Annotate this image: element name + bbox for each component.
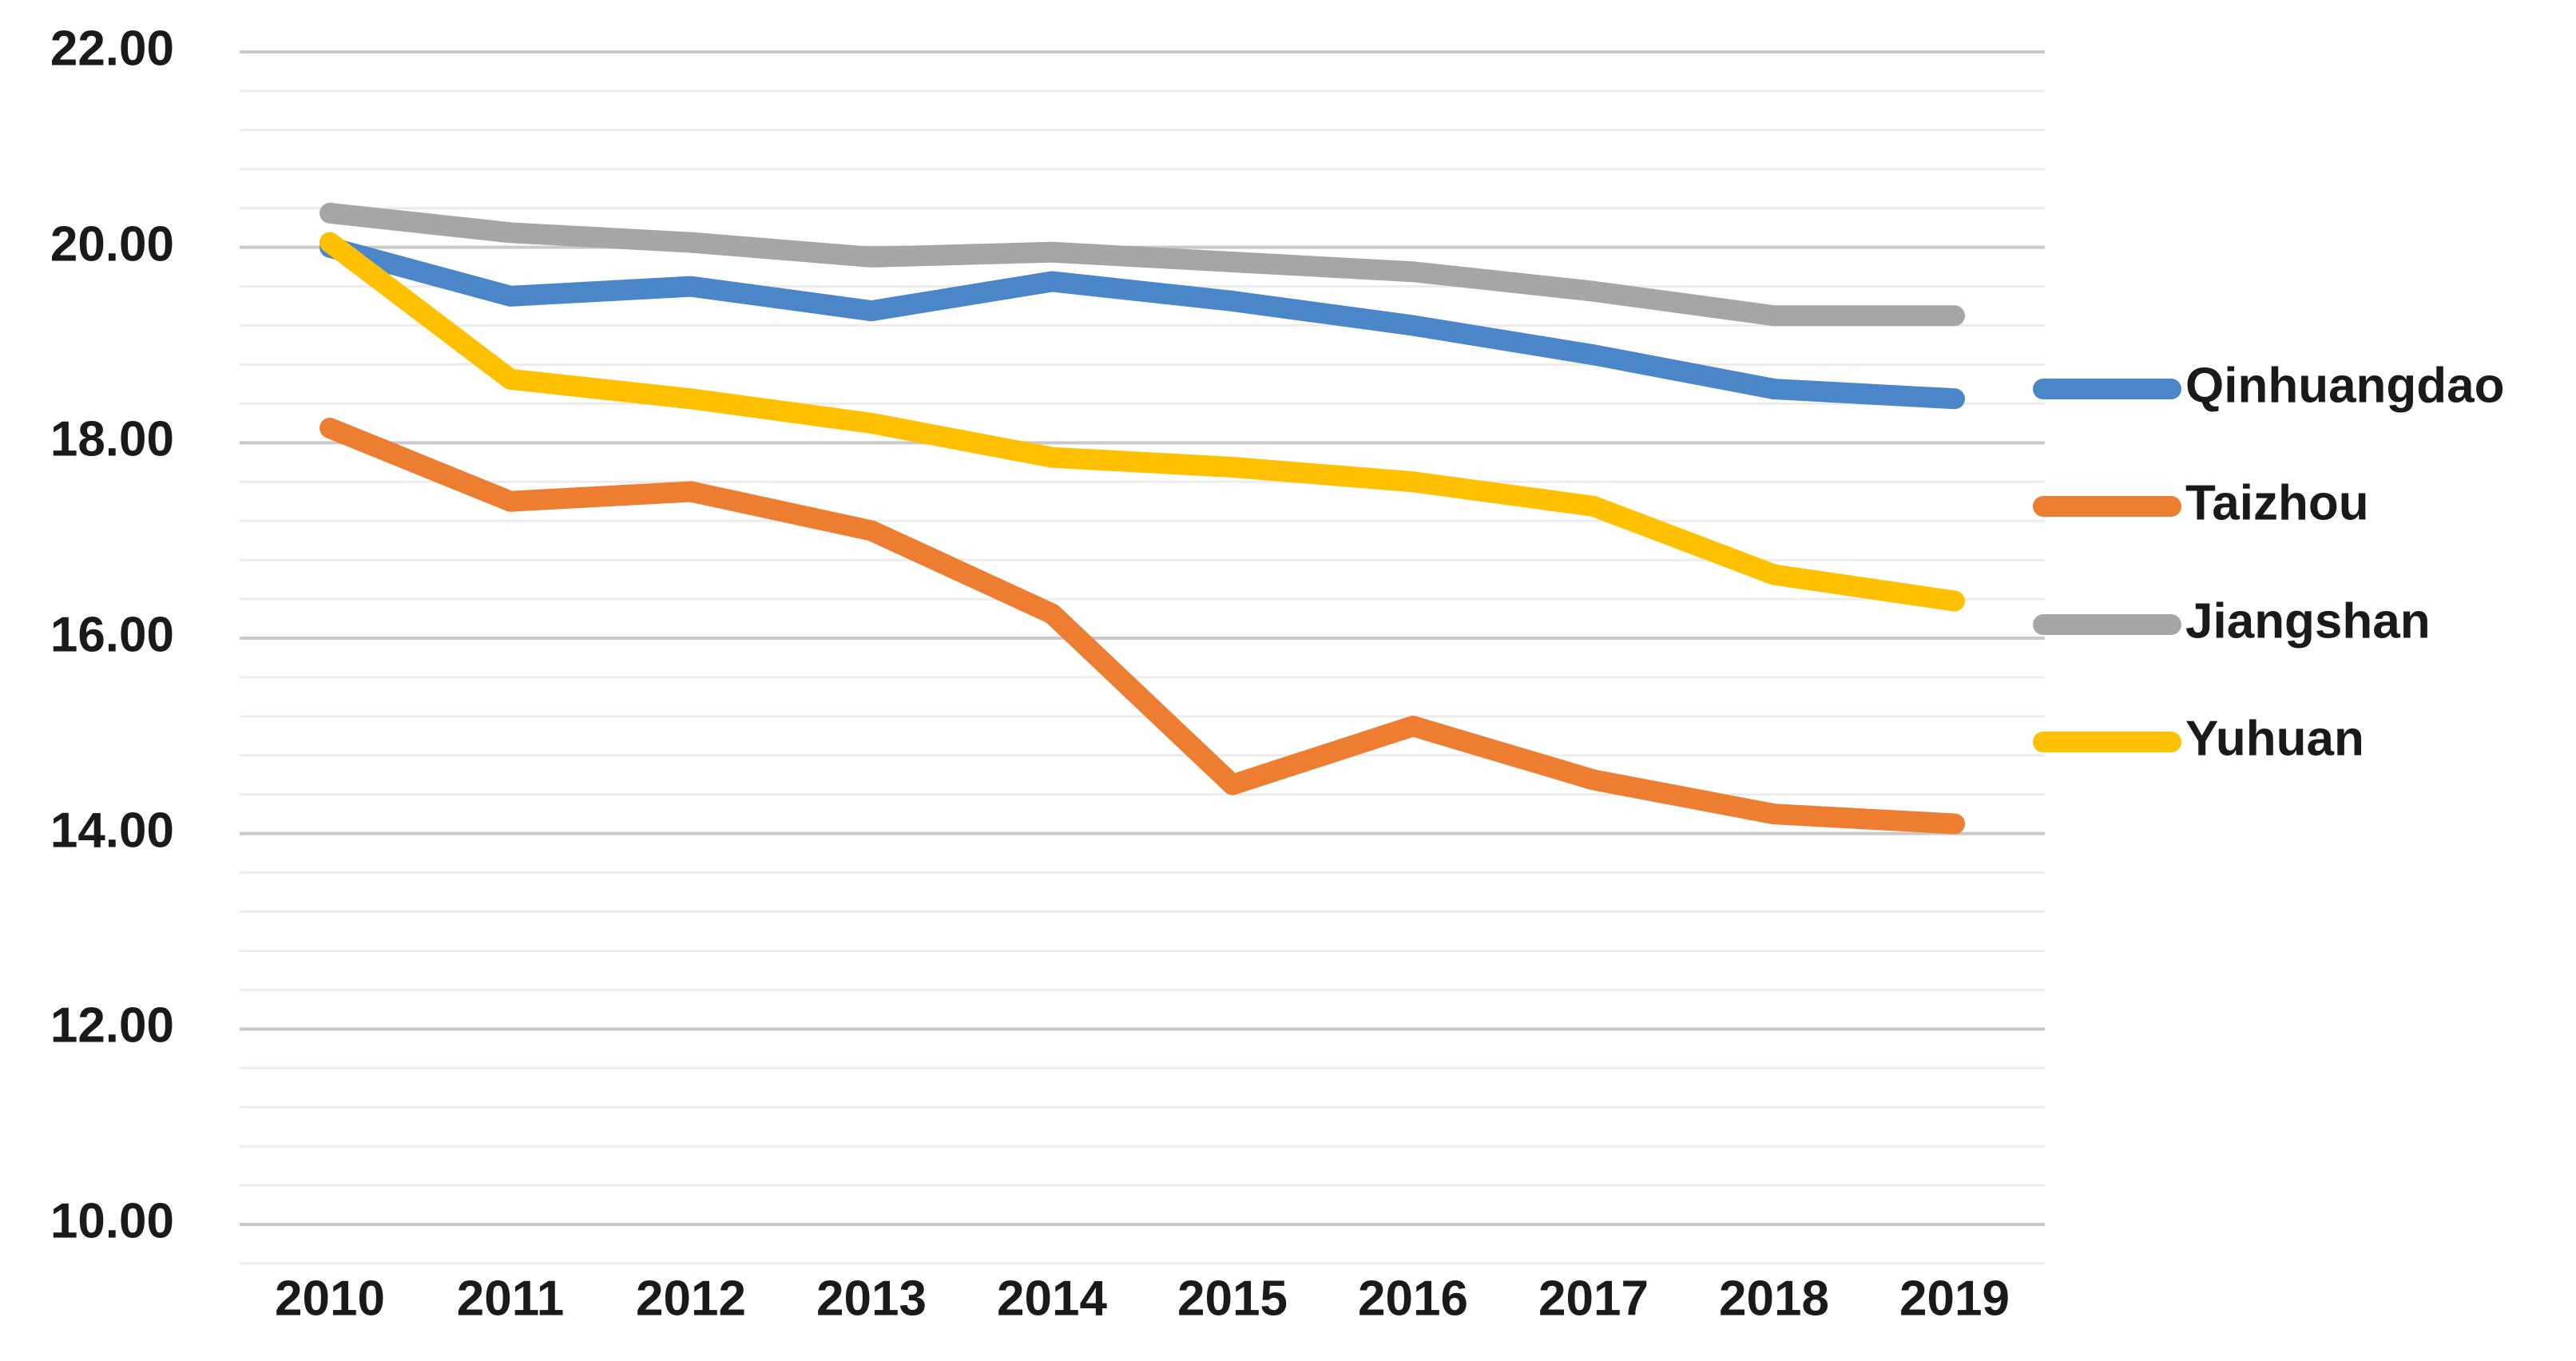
plot-series bbox=[320, 202, 1965, 835]
x-axis-label: 2013 bbox=[816, 1271, 927, 1326]
legend-label-qinhuangdao: Qinhuangdao bbox=[2185, 358, 2505, 413]
x-axis-label: 2012 bbox=[636, 1271, 746, 1326]
y-axis-label: 20.00 bbox=[50, 216, 174, 272]
x-axis-label: 2014 bbox=[997, 1271, 1107, 1326]
series-line-taizhou bbox=[320, 417, 1965, 835]
y-axis-label: 18.00 bbox=[50, 411, 174, 466]
y-axis-label: 22.00 bbox=[50, 21, 174, 76]
x-axis-label: 2016 bbox=[1358, 1271, 1468, 1326]
x-axis-label: 2017 bbox=[1538, 1271, 1649, 1326]
legend-label-yuhuan: Yuhuan bbox=[2185, 711, 2364, 766]
y-axis-label: 10.00 bbox=[50, 1193, 174, 1248]
y-axis: 22.00 20.00 18.00 16.00 14.00 12.00 10.0… bbox=[50, 21, 174, 1248]
y-axis-label: 12.00 bbox=[50, 998, 174, 1053]
legend-item: Taizhou bbox=[2033, 475, 2369, 530]
y-axis-label: 16.00 bbox=[50, 607, 174, 662]
legend: Qinhuangdao Taizhou Jiangshan Yuhuan bbox=[2033, 358, 2505, 766]
series-line-jiangshan bbox=[320, 202, 1965, 327]
x-axis-label: 2018 bbox=[1719, 1271, 1829, 1326]
x-axis-label: 2011 bbox=[457, 1271, 565, 1326]
legend-label-jiangshan: Jiangshan bbox=[2185, 593, 2431, 649]
legend-label-taizhou: Taizhou bbox=[2185, 475, 2369, 530]
x-axis: 2010 2011 2012 2013 2014 2015 2016 2017 … bbox=[275, 1271, 2010, 1326]
legend-item: Yuhuan bbox=[2033, 711, 2364, 766]
legend-item: Qinhuangdao bbox=[2033, 358, 2505, 413]
x-axis-label: 2015 bbox=[1177, 1271, 1288, 1326]
series-line-qinhuangdao bbox=[320, 236, 1965, 410]
y-axis-label: 14.00 bbox=[50, 803, 174, 858]
series-line-yuhuan bbox=[320, 232, 1965, 612]
x-axis-label: 2019 bbox=[1899, 1271, 2010, 1326]
legend-item: Jiangshan bbox=[2033, 593, 2431, 649]
x-axis-label: 2010 bbox=[275, 1271, 385, 1326]
